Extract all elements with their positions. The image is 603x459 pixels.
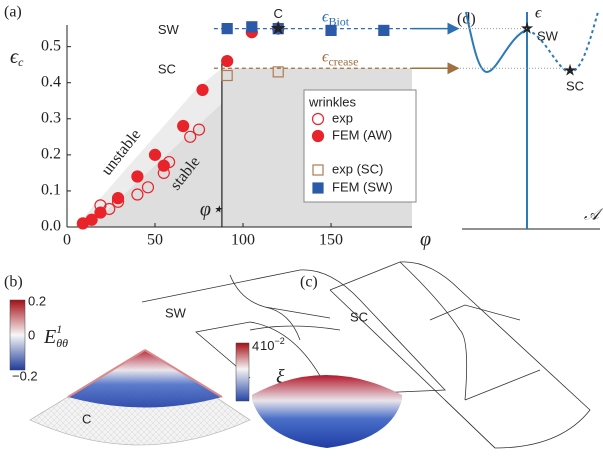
x-tick-label: 50 (147, 232, 163, 249)
legend-label: exp (332, 110, 353, 125)
displacement-field (252, 375, 402, 448)
reference-label: SC (158, 62, 176, 77)
marker (157, 159, 170, 172)
subscript: θθ (56, 336, 68, 350)
marker (192, 123, 206, 136)
legend-label: exp (SC) (332, 161, 383, 176)
marker (148, 148, 162, 161)
scale-exp: −2 (274, 336, 284, 346)
state-label: SW (537, 28, 559, 43)
sc-outline (329, 261, 591, 449)
marker (196, 83, 209, 97)
sw-fold (229, 274, 341, 341)
panel-label: (d) (457, 11, 476, 28)
annotation-label: C (274, 6, 283, 21)
phi-star-label: φ⋆ (200, 199, 224, 221)
panel-d: ★ ★ SW SC ϵ 𝒜 (462, 5, 603, 230)
colorbar (235, 342, 250, 402)
marker (221, 54, 234, 68)
panel-label: (b) (4, 274, 23, 291)
marker (131, 188, 144, 201)
sc-crease (399, 261, 541, 449)
marker (177, 119, 190, 133)
marker (246, 21, 258, 33)
legend-label: FEM (SW) (332, 179, 393, 194)
panel-label: (a) (4, 4, 22, 21)
colorbar-tick: 4 (252, 338, 259, 353)
energy-curve (526, 11, 599, 74)
y-tick-label: 0.0 (41, 218, 61, 235)
state-label: SC (566, 78, 584, 93)
star-marker: ★ (271, 20, 285, 37)
colorbar-label: E1 θθ (43, 322, 68, 350)
x-tick-label: 0 (63, 232, 71, 249)
shape-label: SW (165, 305, 187, 320)
marker (141, 181, 155, 194)
y-tick-label: 0.3 (41, 109, 61, 126)
y-tick-label: 0.5 (41, 37, 61, 54)
superscript: 1 (56, 322, 62, 336)
reference-name: ϵcrease (322, 48, 358, 68)
subscript: c (18, 55, 24, 69)
colorbar (9, 299, 26, 371)
scale-base: 10 (260, 338, 274, 353)
reference-label: SW (158, 22, 180, 37)
energy-curve (465, 11, 528, 74)
panel-label: (c) (300, 274, 318, 291)
axis-label: 𝒜 (584, 207, 603, 224)
panel-c: SC (329, 261, 591, 449)
x-tick-label: 100 (231, 232, 255, 249)
x-tick-label: 150 (319, 232, 343, 249)
marker (184, 130, 197, 143)
y-axis-label: ϵc (10, 46, 24, 69)
marker (272, 66, 284, 78)
marker (131, 170, 144, 183)
symbol: ξ (276, 366, 285, 388)
unstable-region (75, 68, 222, 228)
star: ★ (520, 21, 534, 38)
inset-label: C (82, 411, 91, 426)
marker (221, 69, 233, 82)
symbol: ϵ (322, 48, 329, 65)
symbol: ϵ (322, 8, 329, 25)
subscript: crease (328, 54, 358, 68)
legend-marker (311, 112, 325, 126)
marker (221, 23, 233, 35)
marker (94, 206, 107, 219)
colorbar-tick: 0 (28, 327, 35, 342)
marker (325, 24, 337, 37)
legend-marker (312, 164, 324, 176)
colorbar-scale: 10−2 (260, 336, 285, 353)
marker (272, 23, 284, 35)
x-axis-label: φ (420, 229, 431, 251)
marker (111, 192, 125, 205)
colorbar-tick: 0.2 (28, 293, 46, 308)
symbol: ϵ (10, 46, 19, 68)
panel-a: 0 50 100 1500.00.10.20.30.40.5φϵcφ⋆SWϵBiotS… (10, 6, 570, 251)
legend-label: FEM (AW) (332, 127, 392, 142)
axis-label: ϵ (535, 5, 542, 22)
y-tick-label: 0.1 (41, 182, 61, 199)
y-tick-label: 0.2 (41, 146, 61, 163)
legend-marker (311, 129, 325, 143)
marker (378, 24, 390, 37)
legend-marker (312, 182, 324, 194)
y-tick-label: 0.4 (41, 73, 61, 90)
star: ★ (563, 63, 577, 80)
colorbar-tick: −0.2 (12, 368, 38, 383)
shape-label: SC (350, 309, 368, 324)
legend-title: wrinkles (308, 94, 356, 109)
marker (85, 213, 98, 226)
strain-field (68, 350, 222, 408)
symbol: E (43, 326, 56, 348)
edge (67, 349, 223, 398)
